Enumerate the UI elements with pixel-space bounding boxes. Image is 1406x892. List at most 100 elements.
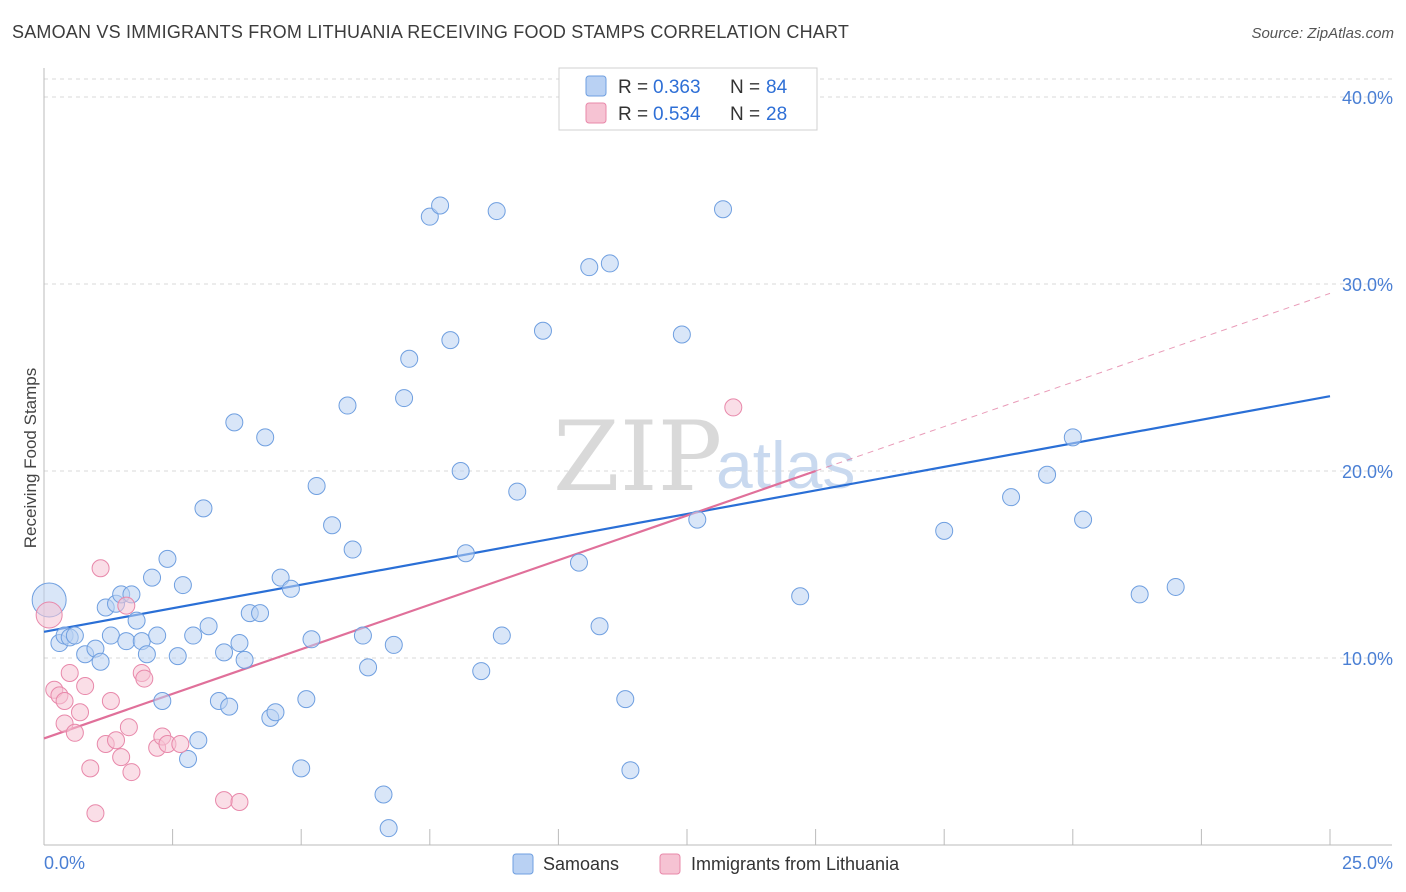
lithuania-trend-line	[43, 469, 816, 740]
samoans-point	[672, 325, 691, 344]
samoans-point	[220, 697, 239, 716]
legend-n-value: 84	[766, 77, 788, 98]
samoans-point	[935, 521, 954, 540]
samoans-point	[148, 626, 167, 645]
samoans-point	[492, 626, 511, 645]
samoans-point	[1038, 465, 1057, 484]
legend-n-label: N =	[730, 104, 760, 125]
bottom-legend-lithuania: Immigrants from Lithuania	[691, 854, 900, 874]
samoans-point	[374, 785, 393, 804]
lithuania-point	[86, 804, 105, 823]
samoans-point	[1130, 585, 1149, 604]
samoans-point	[65, 626, 84, 645]
samoans-point	[616, 690, 635, 709]
samoans-point	[395, 389, 414, 408]
samoans-point	[431, 196, 450, 215]
samoans-point	[1002, 488, 1021, 507]
samoans-point	[343, 540, 362, 559]
lithuania-point	[65, 723, 84, 742]
grid	[44, 78, 1392, 659]
bottom-legend-swatch-samoans	[512, 853, 534, 875]
samoans-point	[101, 626, 120, 645]
samoans-point	[199, 617, 218, 636]
samoans-point	[137, 645, 156, 664]
x-tick-label: 0.0%	[44, 853, 85, 873]
samoans-point	[451, 462, 470, 480]
samoans-point	[1063, 428, 1082, 447]
samoans-point	[1074, 510, 1093, 529]
samoans-point	[379, 819, 398, 838]
y-tick-label: 30.0%	[1342, 275, 1393, 295]
samoans-point	[153, 692, 172, 711]
legend-n-label: N =	[730, 77, 760, 98]
lithuania-point	[117, 596, 136, 615]
samoans-point	[215, 643, 234, 662]
legend-r-value: 0.534	[653, 104, 701, 125]
samoans-point	[189, 731, 208, 750]
y-tick-label: 10.0%	[1342, 649, 1393, 669]
samoans-point	[281, 579, 300, 598]
samoans-point	[1166, 577, 1185, 596]
source-label: Source: ZipAtlas.com	[1251, 25, 1394, 42]
samoans-point	[400, 349, 419, 368]
samoans-point	[580, 258, 599, 277]
watermark-zip: ZIP	[553, 401, 722, 513]
samoans-point	[472, 662, 491, 681]
legend-r-value: 0.363	[653, 77, 701, 98]
lithuania-point	[119, 718, 138, 737]
y-tick-label: 40.0%	[1342, 88, 1393, 108]
lithuania-point	[135, 669, 154, 688]
lithuania-point	[215, 791, 234, 810]
samoans-point	[225, 413, 244, 432]
legend-swatch-samoans	[585, 75, 607, 97]
samoans-point	[256, 428, 275, 447]
samoans-trend-line	[43, 395, 1331, 633]
data-points	[31, 196, 1185, 838]
samoans-point	[127, 611, 146, 630]
lithuania-point	[112, 748, 131, 767]
lithuania-point	[71, 703, 90, 722]
samoans-point	[508, 482, 527, 501]
watermark: ZIP atlas	[553, 401, 855, 513]
lithuania-point	[107, 731, 126, 750]
samoans-point	[143, 568, 162, 587]
samoans-point	[384, 635, 403, 654]
samoans-point	[194, 499, 213, 518]
y-axis-label: Receiving Food Stamps	[21, 368, 40, 548]
samoans-point	[714, 200, 733, 219]
lithuania-trend-extension	[815, 292, 1331, 472]
axes: 10.0% 20.0% 30.0% 40.0% 0.0% 25.0%	[43, 68, 1393, 873]
legend-r-label: R =	[618, 104, 648, 125]
lithuania-point	[60, 663, 79, 682]
watermark-atlas: atlas	[716, 428, 855, 502]
samoans-point	[688, 510, 707, 529]
lithuania-point	[55, 692, 74, 711]
bottom-legend: Samoans Immigrants from Lithuania	[512, 853, 900, 875]
samoans-point	[533, 321, 552, 340]
samoans-point	[590, 617, 609, 636]
lithuania-point	[91, 559, 110, 578]
y-tick-label: 20.0%	[1342, 462, 1393, 482]
legend-r-label: R =	[618, 77, 648, 98]
samoans-point	[323, 516, 342, 535]
samoans-point	[302, 630, 321, 649]
lithuania-point	[171, 735, 190, 754]
samoans-point	[230, 634, 249, 653]
lithuania-point	[724, 398, 743, 417]
samoans-point	[117, 632, 136, 651]
samoans-point	[353, 626, 372, 645]
lithuania-point	[81, 759, 100, 778]
samoans-point	[338, 396, 357, 415]
lithuania-point	[122, 763, 141, 782]
samoans-point	[621, 761, 640, 780]
samoans-point	[266, 703, 285, 722]
bottom-legend-samoans: Samoans	[543, 854, 619, 874]
samoans-point	[184, 626, 203, 645]
samoans-point	[420, 207, 439, 226]
legend: R = 0.363 N = 84 R = 0.534 N = 28	[558, 67, 818, 131]
lithuania-point	[35, 601, 63, 629]
samoans-point	[173, 576, 192, 595]
samoans-point	[251, 604, 270, 623]
samoans-point	[168, 647, 187, 666]
samoans-point	[307, 476, 326, 495]
